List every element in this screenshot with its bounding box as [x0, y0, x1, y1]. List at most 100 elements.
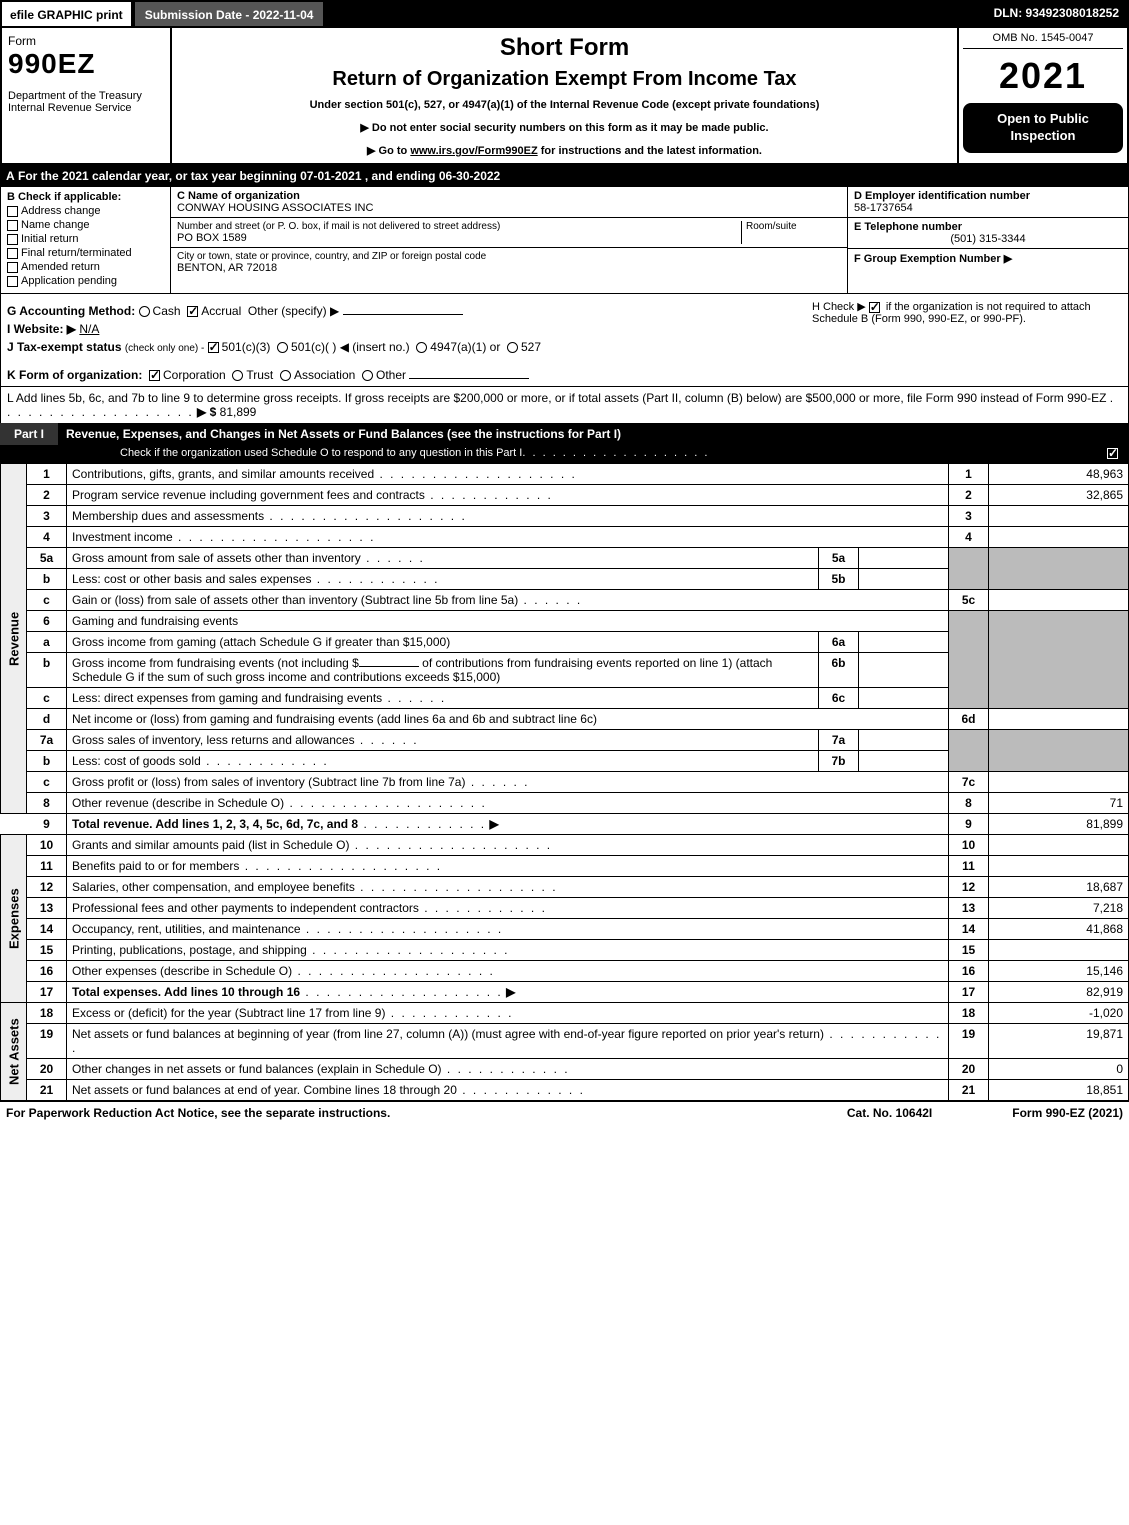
- line-6b-desc: Gross income from fundraising events (no…: [67, 653, 819, 688]
- line-5a-minicol: 5a: [819, 548, 859, 569]
- f-group-label: F Group Exemption Number ▶: [854, 253, 1012, 265]
- radio-4947[interactable]: [416, 342, 427, 353]
- org-city: BENTON, AR 72018: [177, 262, 841, 274]
- instr2-pre: ▶ Go to: [367, 145, 410, 157]
- radio-cash[interactable]: [139, 306, 150, 317]
- line-6abc-shade: [949, 611, 989, 709]
- line-20-num: 20: [27, 1059, 67, 1080]
- line-17-amount: 82,919: [989, 982, 1129, 1003]
- line-5a-desc: Gross amount from sale of assets other t…: [72, 551, 425, 565]
- line-9-num: 9: [27, 814, 67, 835]
- chk-address-change[interactable]: Address change: [7, 205, 164, 217]
- line-18-amount: -1,020: [989, 1003, 1129, 1024]
- line-8-amount: 71: [989, 793, 1129, 814]
- line-7c-amount: [989, 772, 1129, 793]
- line-16-amount: 15,146: [989, 961, 1129, 982]
- radio-501c[interactable]: [277, 342, 288, 353]
- chk-amended-return[interactable]: Amended return: [7, 261, 164, 273]
- website-value: N/A: [79, 322, 99, 336]
- line-21-rnum: 21: [949, 1080, 989, 1101]
- line-17-desc: Total expenses. Add lines 10 through 16: [72, 985, 300, 999]
- line-16-num: 16: [27, 961, 67, 982]
- line-5c-rnum: 5c: [949, 590, 989, 611]
- dln-label: DLN: 93492308018252: [984, 0, 1129, 28]
- part-i-header: Part I Revenue, Expenses, and Changes in…: [0, 423, 1129, 445]
- line-3-desc: Membership dues and assessments: [72, 509, 467, 523]
- line-1-num: 1: [27, 464, 67, 485]
- radio-association[interactable]: [280, 370, 291, 381]
- chk-final-return[interactable]: Final return/terminated: [7, 247, 164, 259]
- line-11-rnum: 11: [949, 856, 989, 877]
- j-label: J Tax-exempt status: [7, 340, 122, 354]
- line-7a-desc: Gross sales of inventory, less returns a…: [72, 733, 419, 747]
- line-3-num: 3: [27, 506, 67, 527]
- line-6a-num: a: [27, 632, 67, 653]
- line-7b-minicol: 7b: [819, 751, 859, 772]
- line-5ab-shade: [949, 548, 989, 590]
- part-i-table: Revenue 1 Contributions, gifts, grants, …: [0, 463, 1129, 1101]
- line-5b-num: b: [27, 569, 67, 590]
- radio-trust[interactable]: [232, 370, 243, 381]
- line-19-rnum: 19: [949, 1024, 989, 1059]
- line-17-rnum: 17: [949, 982, 989, 1003]
- g-other-input[interactable]: [343, 314, 463, 315]
- line-18-rnum: 18: [949, 1003, 989, 1024]
- chk-name-change[interactable]: Name change: [7, 219, 164, 231]
- part-i-subheader: Check if the organization used Schedule …: [0, 445, 1129, 463]
- efile-print-label[interactable]: efile GRAPHIC print: [0, 0, 133, 28]
- k-opt-other: Other: [376, 368, 406, 382]
- footer-right: Form 990-EZ (2021): [1012, 1106, 1123, 1120]
- line-18-desc: Excess or (deficit) for the year (Subtra…: [72, 1006, 385, 1020]
- line-21-amount: 18,851: [989, 1080, 1129, 1101]
- section-bcdef: B Check if applicable: Address change Na…: [0, 187, 1129, 294]
- line-10-amount: [989, 835, 1129, 856]
- ein-value: 58-1737654: [854, 202, 1122, 214]
- line-16-desc: Other expenses (describe in Schedule O): [72, 964, 495, 978]
- radio-other-org[interactable]: [362, 370, 373, 381]
- line-6d-rnum: 6d: [949, 709, 989, 730]
- chk-initial-return[interactable]: Initial return: [7, 233, 164, 245]
- line-6-desc: Gaming and fundraising events: [67, 611, 949, 632]
- line-20-desc: Other changes in net assets or fund bala…: [72, 1062, 570, 1076]
- c-addr-label: Number and street (or P. O. box, if mail…: [177, 221, 741, 232]
- sidetab-netassets: Net Assets: [1, 1003, 27, 1101]
- gross-receipts-amount: 81,899: [220, 405, 257, 419]
- chk-application-pending[interactable]: Application pending: [7, 275, 164, 287]
- g-accrual: Accrual: [201, 304, 241, 318]
- line-13-desc: Professional fees and other payments to …: [72, 901, 547, 915]
- section-ghij: H Check ▶ if the organization is not req…: [0, 294, 1129, 364]
- department-label: Department of the Treasury Internal Reve…: [8, 90, 164, 114]
- radio-527[interactable]: [507, 342, 518, 353]
- line-17-num: 17: [27, 982, 67, 1003]
- chk-schedule-b-not-required[interactable]: [869, 302, 880, 313]
- line-15-rnum: 15: [949, 940, 989, 961]
- chk-corporation[interactable]: [149, 370, 160, 381]
- part-i-title: Revenue, Expenses, and Changes in Net As…: [58, 423, 1129, 445]
- l-arrow: ▶ $: [197, 405, 216, 419]
- line-20-amount: 0: [989, 1059, 1129, 1080]
- submission-date-label: Submission Date - 2022-11-04: [133, 0, 326, 28]
- line-7c-desc: Gross profit or (loss) from sales of inv…: [72, 775, 530, 789]
- line-6a-minival: [859, 632, 949, 653]
- instr2-post: for instructions and the latest informat…: [538, 145, 762, 157]
- line-19-num: 19: [27, 1024, 67, 1059]
- line-14-amount: 41,868: [989, 919, 1129, 940]
- j-opt2: 501(c)( ) ◀ (insert no.): [291, 340, 410, 354]
- k-other-input[interactable]: [409, 378, 529, 379]
- subtitle: Under section 501(c), 527, or 4947(a)(1)…: [182, 99, 947, 111]
- i-label: I Website: ▶: [7, 322, 76, 336]
- l-text: L Add lines 5b, 6c, and 7b to line 9 to …: [7, 391, 1106, 405]
- chk-schedule-o-used[interactable]: [1107, 448, 1118, 459]
- line-15-amount: [989, 940, 1129, 961]
- line-15-num: 15: [27, 940, 67, 961]
- chk-501c3[interactable]: [208, 342, 219, 353]
- chk-accrual[interactable]: [187, 306, 198, 317]
- j-opt3: 4947(a)(1) or: [430, 340, 500, 354]
- line-13-amount: 7,218: [989, 898, 1129, 919]
- line-7b-minival: [859, 751, 949, 772]
- line-5a-minival: [859, 548, 949, 569]
- irs-link[interactable]: www.irs.gov/Form990EZ: [410, 145, 537, 157]
- line-6d-amount: [989, 709, 1129, 730]
- j-opt1: 501(c)(3): [222, 340, 271, 354]
- line-a-letter: A: [6, 169, 15, 183]
